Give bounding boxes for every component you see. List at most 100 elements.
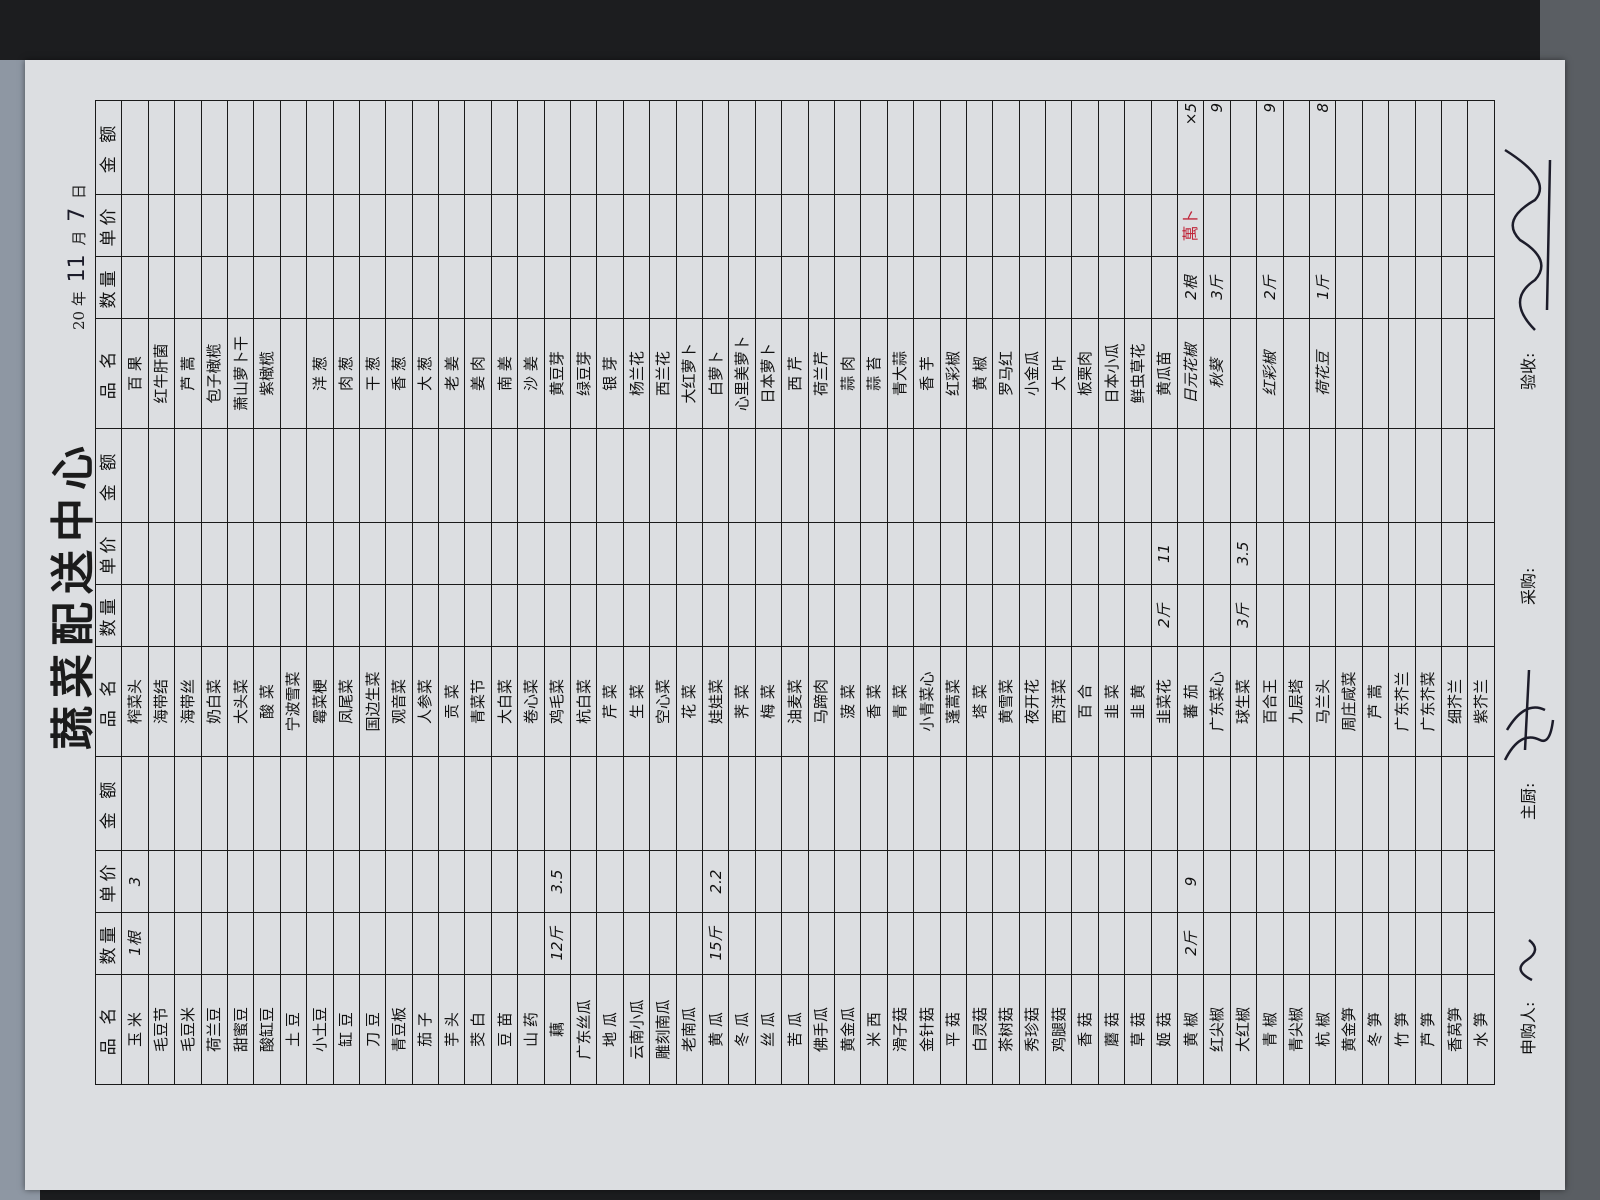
amount-cell[interactable] <box>992 428 1020 523</box>
unit-price-cell[interactable] <box>781 194 809 257</box>
unit-price-cell[interactable] <box>517 522 545 585</box>
quantity-cell[interactable] <box>1388 584 1416 647</box>
quantity-cell[interactable] <box>755 912 782 975</box>
unit-price-cell[interactable] <box>438 194 465 257</box>
quantity-cell[interactable] <box>385 256 413 319</box>
amount-cell[interactable] <box>940 428 967 523</box>
amount-cell[interactable] <box>359 428 386 523</box>
quantity-cell[interactable] <box>201 256 228 319</box>
quantity-cell[interactable] <box>306 584 334 647</box>
amount-cell[interactable] <box>913 100 940 195</box>
amount-cell[interactable] <box>940 756 967 851</box>
amount-cell[interactable] <box>1019 756 1046 851</box>
quantity-cell[interactable] <box>966 584 993 647</box>
unit-price-cell[interactable] <box>1362 850 1389 913</box>
quantity-cell[interactable] <box>913 912 940 975</box>
amount-cell[interactable] <box>1362 100 1389 195</box>
amount-cell[interactable] <box>1283 756 1310 851</box>
unit-price-cell[interactable] <box>306 522 334 585</box>
quantity-cell[interactable] <box>755 584 782 647</box>
amount-cell[interactable] <box>596 428 624 523</box>
amount-cell[interactable] <box>174 756 202 851</box>
unit-price-cell[interactable] <box>940 194 967 257</box>
quantity-cell[interactable] <box>227 584 254 647</box>
unit-price-cell[interactable] <box>728 850 756 913</box>
quantity-cell[interactable] <box>201 912 228 975</box>
unit-price-cell[interactable] <box>860 522 888 585</box>
unit-price-cell[interactable] <box>1335 522 1363 585</box>
unit-price-cell[interactable] <box>1098 850 1125 913</box>
quantity-cell[interactable] <box>728 912 756 975</box>
quantity-cell[interactable] <box>992 256 1020 319</box>
quantity-cell[interactable] <box>227 256 254 319</box>
quantity-cell[interactable] <box>1098 912 1125 975</box>
amount-cell[interactable] <box>1467 428 1495 523</box>
amount-cell[interactable] <box>887 756 914 851</box>
unit-price-cell[interactable] <box>359 522 386 585</box>
unit-price-cell[interactable] <box>1019 850 1046 913</box>
quantity-cell[interactable] <box>1151 912 1178 975</box>
quantity-cell[interactable] <box>412 912 439 975</box>
amount-cell[interactable] <box>966 756 993 851</box>
quantity-cell[interactable]: 2根 <box>1177 256 1204 319</box>
amount-cell[interactable] <box>438 428 465 523</box>
quantity-cell[interactable] <box>808 256 835 319</box>
amount-cell[interactable] <box>227 428 254 523</box>
amount-cell[interactable] <box>1124 756 1152 851</box>
quantity-cell[interactable] <box>1335 912 1363 975</box>
unit-price-cell[interactable] <box>227 850 254 913</box>
amount-cell[interactable] <box>702 428 729 523</box>
quantity-cell[interactable] <box>385 584 413 647</box>
quantity-cell[interactable] <box>992 912 1020 975</box>
quantity-cell[interactable] <box>1230 912 1257 975</box>
amount-cell[interactable]: ×5 <box>1177 100 1204 195</box>
quantity-cell[interactable] <box>464 584 492 647</box>
quantity-cell[interactable]: 2斤 <box>1151 584 1178 647</box>
amount-cell[interactable] <box>1362 756 1389 851</box>
unit-price-cell[interactable]: 2.2 <box>702 850 729 913</box>
unit-price-cell[interactable] <box>676 850 703 913</box>
unit-price-cell[interactable] <box>1230 850 1257 913</box>
quantity-cell[interactable] <box>940 256 967 319</box>
quantity-cell[interactable] <box>992 584 1020 647</box>
unit-price-cell[interactable] <box>544 522 571 585</box>
unit-price-cell[interactable] <box>992 850 1020 913</box>
unit-price-cell[interactable] <box>1335 194 1363 257</box>
quantity-cell[interactable] <box>570 256 597 319</box>
amount-cell[interactable] <box>1309 428 1336 523</box>
amount-cell[interactable] <box>755 756 782 851</box>
amount-cell[interactable] <box>781 100 809 195</box>
amount-cell[interactable] <box>1124 100 1152 195</box>
unit-price-cell[interactable] <box>491 194 518 257</box>
amount-cell[interactable] <box>201 100 228 195</box>
quantity-cell[interactable] <box>755 256 782 319</box>
unit-price-cell[interactable] <box>544 194 571 257</box>
unit-price-cell[interactable] <box>1415 850 1442 913</box>
quantity-cell[interactable] <box>860 256 888 319</box>
unit-price-cell[interactable] <box>1098 522 1125 585</box>
quantity-cell[interactable] <box>1415 912 1442 975</box>
quantity-cell[interactable] <box>1256 912 1284 975</box>
quantity-cell[interactable] <box>1362 584 1389 647</box>
unit-price-cell[interactable] <box>517 194 545 257</box>
unit-price-cell[interactable] <box>1177 522 1204 585</box>
amount-cell[interactable] <box>438 756 465 851</box>
quantity-cell[interactable] <box>1230 256 1257 319</box>
amount-cell[interactable] <box>148 756 175 851</box>
amount-cell[interactable] <box>1441 428 1468 523</box>
amount-cell[interactable] <box>623 756 650 851</box>
unit-price-cell[interactable] <box>834 850 861 913</box>
unit-price-cell[interactable] <box>1467 194 1495 257</box>
quantity-cell[interactable] <box>1124 256 1152 319</box>
quantity-cell[interactable] <box>781 256 809 319</box>
quantity-cell[interactable] <box>1283 584 1310 647</box>
quantity-cell[interactable] <box>1441 584 1468 647</box>
quantity-cell[interactable] <box>491 584 518 647</box>
unit-price-cell[interactable] <box>385 194 413 257</box>
quantity-cell[interactable] <box>1283 256 1310 319</box>
unit-price-cell[interactable] <box>808 522 835 585</box>
amount-cell[interactable] <box>992 756 1020 851</box>
quantity-cell[interactable] <box>966 256 993 319</box>
quantity-cell[interactable] <box>148 584 175 647</box>
amount-cell[interactable] <box>1388 100 1416 195</box>
